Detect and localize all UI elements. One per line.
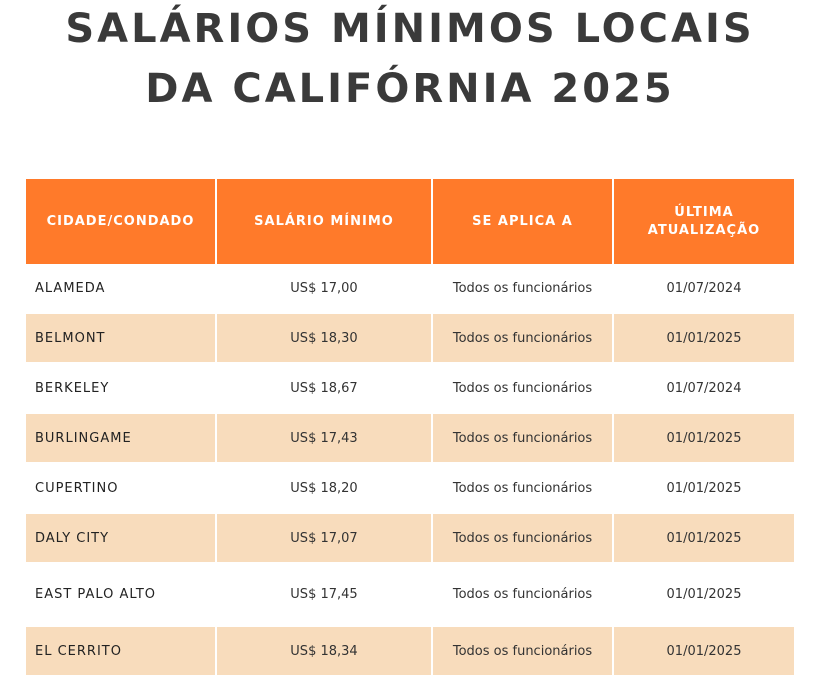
date-cell: 01/01/2025 <box>614 414 794 464</box>
wage-cell: US$ 17,45 <box>217 564 433 627</box>
city-cell: EAST PALO ALTO <box>26 564 217 627</box>
city-cell: EL CERRITO <box>26 627 217 677</box>
table-row: CUPERTINO US$ 18,20 Todos os funcionário… <box>26 464 794 514</box>
minimum-wage-table: CIDADE/CONDADO SALÁRIO MÍNIMO SE APLICA … <box>26 179 794 677</box>
applies-cell: Todos os funcionários <box>433 314 614 364</box>
wage-cell: US$ 17,07 <box>217 514 433 564</box>
applies-cell: Todos os funcionários <box>433 627 614 677</box>
date-cell: 01/07/2024 <box>614 264 794 314</box>
applies-cell: Todos os funcionários <box>433 364 614 414</box>
applies-cell: Todos os funcionários <box>433 264 614 314</box>
header-last-updated: ÚLTIMA ATUALIZAÇÃO <box>614 179 794 264</box>
city-cell: DALY CITY <box>26 514 217 564</box>
wage-cell: US$ 17,43 <box>217 414 433 464</box>
city-cell: CUPERTINO <box>26 464 217 514</box>
wage-cell: US$ 17,00 <box>217 264 433 314</box>
wage-cell: US$ 18,34 <box>217 627 433 677</box>
header-minimum-wage: SALÁRIO MÍNIMO <box>217 179 433 264</box>
city-cell: BERKELEY <box>26 364 217 414</box>
city-cell: BURLINGAME <box>26 414 217 464</box>
header-applies-to: SE APLICA A <box>433 179 614 264</box>
applies-cell: Todos os funcionários <box>433 464 614 514</box>
table-row: BURLINGAME US$ 17,43 Todos os funcionári… <box>26 414 794 464</box>
date-cell: 01/01/2025 <box>614 627 794 677</box>
date-cell: 01/01/2025 <box>614 564 794 627</box>
table-row: BERKELEY US$ 18,67 Todos os funcionários… <box>26 364 794 414</box>
table-row: EL CERRITO US$ 18,34 Todos os funcionári… <box>26 627 794 677</box>
date-cell: 01/07/2024 <box>614 364 794 414</box>
table-row: DALY CITY US$ 17,07 Todos os funcionário… <box>26 514 794 564</box>
date-cell: 01/01/2025 <box>614 464 794 514</box>
date-cell: 01/01/2025 <box>614 314 794 364</box>
city-cell: BELMONT <box>26 314 217 364</box>
page-title-line-2: DA CALIFÓRNIA 2025 <box>145 66 675 112</box>
applies-cell: Todos os funcionários <box>433 564 614 627</box>
table-row: EAST PALO ALTO US$ 17,45 Todos os funcio… <box>26 564 794 627</box>
wage-cell: US$ 18,20 <box>217 464 433 514</box>
page-title-line-1: SALÁRIOS MÍNIMOS LOCAIS <box>65 6 755 52</box>
table-row: BELMONT US$ 18,30 Todos os funcionários … <box>26 314 794 364</box>
table-header-row: CIDADE/CONDADO SALÁRIO MÍNIMO SE APLICA … <box>26 179 794 264</box>
date-cell: 01/01/2025 <box>614 514 794 564</box>
applies-cell: Todos os funcionários <box>433 414 614 464</box>
wage-cell: US$ 18,30 <box>217 314 433 364</box>
table-row: ALAMEDA US$ 17,00 Todos os funcionários … <box>26 264 794 314</box>
applies-cell: Todos os funcionários <box>433 514 614 564</box>
city-cell: ALAMEDA <box>26 264 217 314</box>
wage-cell: US$ 18,67 <box>217 364 433 414</box>
header-city: CIDADE/CONDADO <box>26 179 217 264</box>
